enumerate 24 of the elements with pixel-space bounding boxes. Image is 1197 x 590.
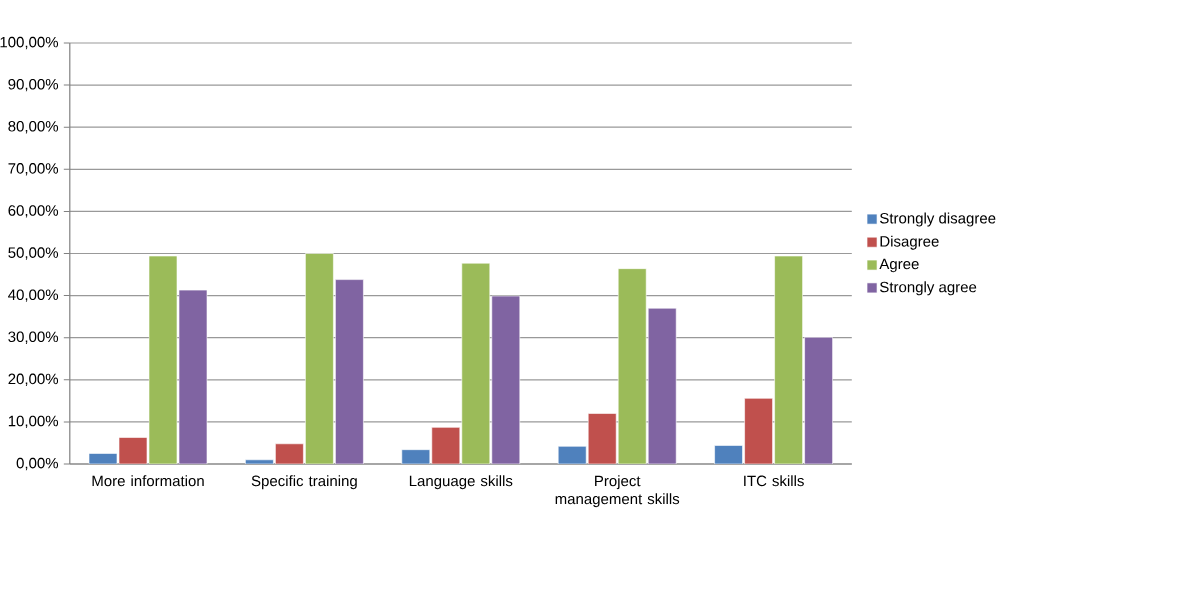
- y-tick-label: 100,00%: [0, 36, 59, 50]
- x-tick-label: Language skills: [409, 475, 513, 490]
- legend-label: Disagree: [880, 235, 939, 250]
- y-tick-label: 50,00%: [8, 247, 59, 260]
- y-tick-label: 70,00%: [8, 163, 59, 176]
- y-tick-label: 10,00%: [8, 415, 59, 429]
- y-tick-label: 30,00%: [8, 331, 59, 344]
- x-tick-label: ITC skills: [744, 475, 804, 487]
- y-tick-label: 40,00%: [8, 289, 59, 302]
- y-tick-label: 0,00%: [16, 457, 59, 471]
- legend-label: Strongly disagree: [880, 212, 996, 227]
- y-tick-label: 20,00%: [8, 373, 59, 386]
- x-tick-label: More information: [92, 475, 204, 487]
- x-tick-label: Specific training: [251, 475, 357, 490]
- x-tick-label: Project management skills: [555, 475, 680, 508]
- bar: [587, 413, 617, 464]
- bar: [275, 443, 304, 464]
- legend-label: Agree: [879, 258, 919, 273]
- legend-label: Strongly agree: [880, 281, 977, 296]
- y-tick-label: 60,00%: [8, 205, 59, 218]
- bar: [431, 427, 461, 464]
- bar: [744, 398, 773, 464]
- y-tick-label: 80,00%: [8, 121, 59, 134]
- y-tick-label: 90,00%: [8, 78, 59, 92]
